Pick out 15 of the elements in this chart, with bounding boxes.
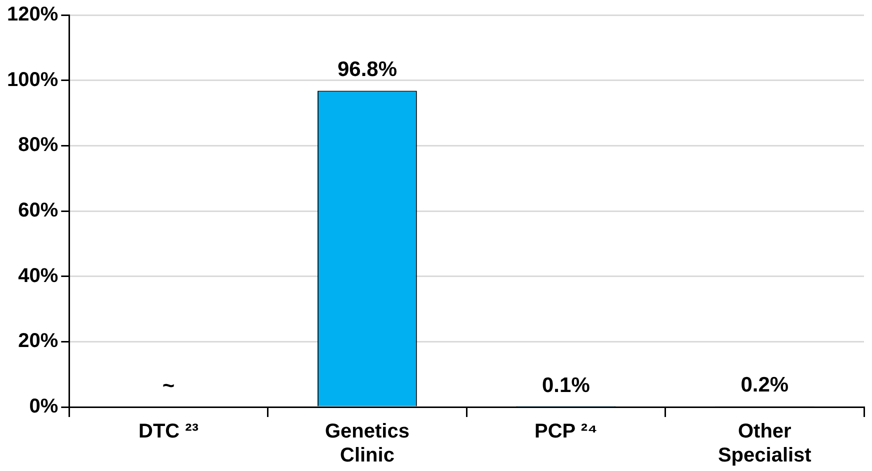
x-tick-label: Other Specialist — [718, 420, 812, 467]
x-tick-label: Genetics Clinic — [324, 420, 410, 467]
y-tick-label: 40% — [18, 264, 58, 287]
y-tick-label: 120% — [6, 4, 58, 26]
y-tick-label: 20% — [18, 330, 58, 352]
data-label: 0.2% — [740, 374, 789, 397]
x-tick-label: PCP ²⁴ — [534, 420, 598, 443]
y-tick-label: 100% — [6, 68, 58, 91]
x-tick-label: DTC ²³ — [138, 420, 199, 443]
text: ~ — [162, 374, 175, 398]
data-label: 96.8% — [337, 58, 398, 82]
data-label: 0.1% — [542, 374, 590, 397]
y-tick-label: 80% — [18, 134, 58, 156]
y-tick-label: 60% — [18, 200, 58, 222]
y-tick-label: 0% — [29, 396, 58, 418]
